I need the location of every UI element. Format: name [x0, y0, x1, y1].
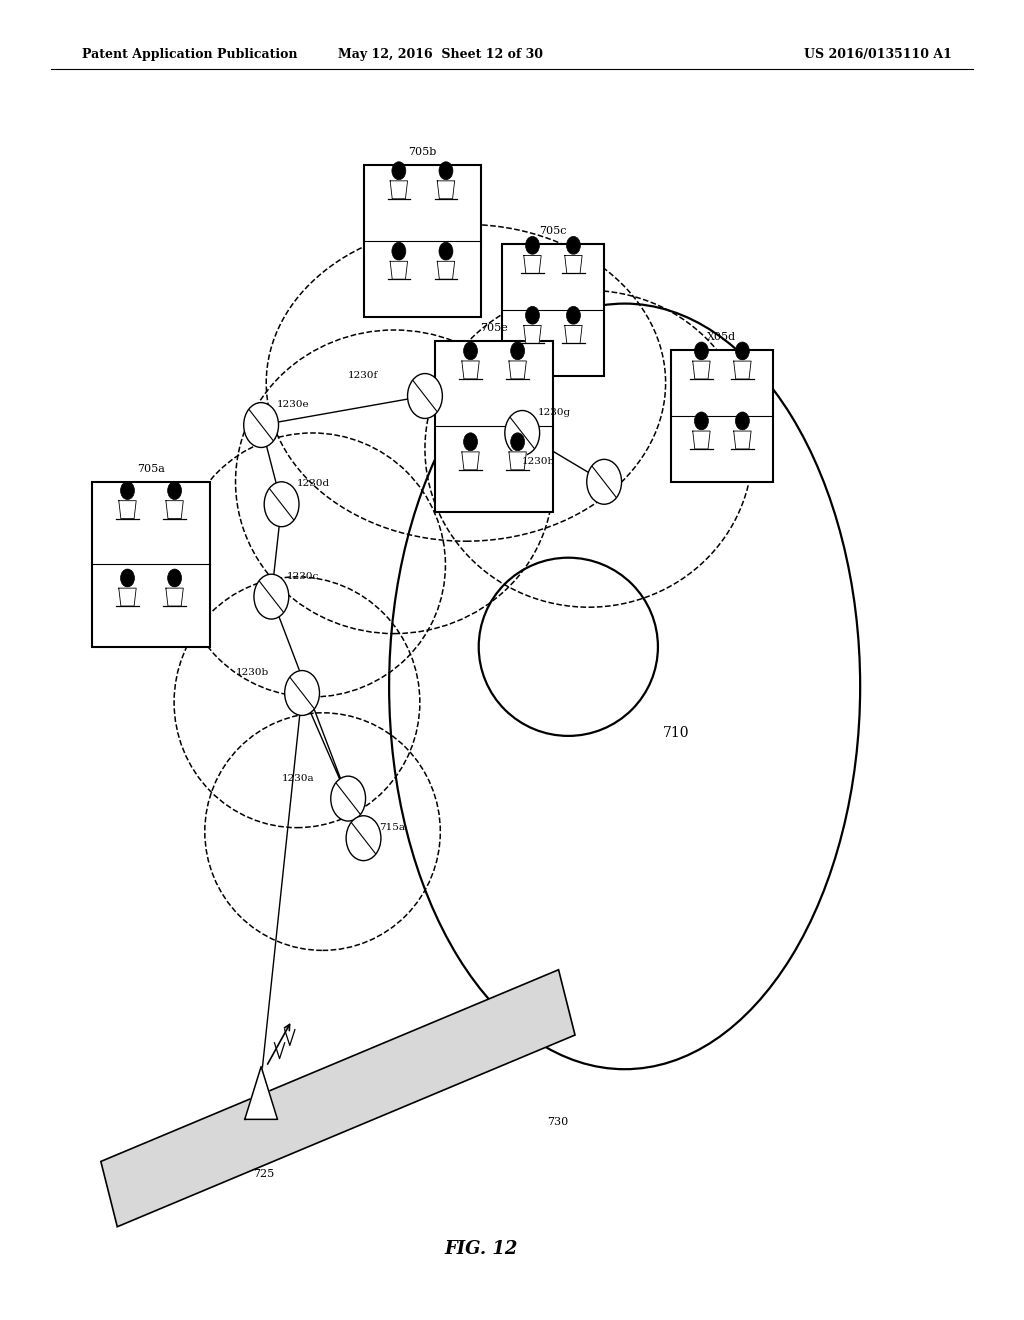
Text: 1230c: 1230c [287, 572, 318, 581]
Text: 725: 725 [254, 1170, 274, 1180]
Text: 705b: 705b [409, 147, 436, 157]
Circle shape [285, 671, 319, 715]
Circle shape [587, 459, 622, 504]
Circle shape [735, 342, 750, 360]
Polygon shape [693, 362, 711, 379]
Polygon shape [565, 256, 582, 273]
Text: 1230f: 1230f [348, 371, 379, 380]
Circle shape [121, 482, 134, 499]
Circle shape [566, 236, 581, 255]
Circle shape [566, 306, 581, 325]
Polygon shape [245, 1067, 278, 1119]
Polygon shape [437, 181, 455, 199]
Text: 1230h: 1230h [522, 457, 555, 466]
Circle shape [121, 569, 134, 587]
Polygon shape [565, 326, 582, 343]
Polygon shape [437, 261, 455, 280]
Circle shape [346, 816, 381, 861]
Circle shape [511, 433, 524, 451]
Text: 715a: 715a [379, 822, 404, 832]
Circle shape [694, 342, 709, 360]
Text: 1230b: 1230b [236, 668, 268, 677]
Circle shape [331, 776, 366, 821]
Polygon shape [524, 326, 541, 343]
Circle shape [408, 374, 442, 418]
Text: US 2016/0135110 A1: US 2016/0135110 A1 [805, 48, 952, 61]
FancyBboxPatch shape [671, 350, 773, 482]
Circle shape [439, 243, 453, 260]
Circle shape [168, 569, 181, 587]
Polygon shape [119, 500, 136, 519]
Circle shape [254, 574, 289, 619]
Text: 705e: 705e [480, 322, 508, 333]
Polygon shape [733, 432, 751, 449]
Polygon shape [390, 261, 408, 280]
Polygon shape [100, 970, 575, 1226]
Text: 1230d: 1230d [297, 479, 330, 488]
Circle shape [439, 162, 453, 180]
Circle shape [511, 342, 524, 360]
Circle shape [264, 482, 299, 527]
Polygon shape [733, 362, 751, 379]
Circle shape [244, 403, 279, 447]
Circle shape [525, 236, 540, 255]
FancyBboxPatch shape [502, 244, 604, 376]
Text: FIG. 12: FIG. 12 [444, 1239, 518, 1258]
Text: 730: 730 [548, 1117, 568, 1127]
Polygon shape [166, 500, 183, 519]
Text: 705c: 705c [540, 226, 566, 236]
Circle shape [168, 482, 181, 499]
Circle shape [735, 412, 750, 430]
Polygon shape [390, 181, 408, 199]
Text: 1230a: 1230a [282, 774, 314, 783]
Text: Patent Application Publication: Patent Application Publication [82, 48, 297, 61]
Polygon shape [524, 256, 541, 273]
FancyBboxPatch shape [435, 341, 553, 512]
Polygon shape [166, 589, 183, 606]
Polygon shape [462, 360, 479, 379]
Text: May 12, 2016  Sheet 12 of 30: May 12, 2016 Sheet 12 of 30 [338, 48, 543, 61]
Circle shape [694, 412, 709, 430]
Polygon shape [509, 360, 526, 379]
Text: 705a: 705a [137, 463, 165, 474]
Polygon shape [693, 432, 711, 449]
Polygon shape [509, 451, 526, 470]
Circle shape [464, 433, 477, 451]
FancyBboxPatch shape [92, 482, 210, 647]
Polygon shape [119, 589, 136, 606]
Circle shape [525, 306, 540, 325]
Text: 1230g: 1230g [538, 408, 570, 417]
Circle shape [464, 342, 477, 360]
Text: 1230e: 1230e [276, 400, 309, 409]
Circle shape [505, 411, 540, 455]
Circle shape [392, 162, 406, 180]
FancyBboxPatch shape [364, 165, 481, 317]
Polygon shape [462, 451, 479, 470]
Text: 710: 710 [663, 726, 689, 739]
Circle shape [392, 243, 406, 260]
Text: X05d: X05d [708, 331, 736, 342]
